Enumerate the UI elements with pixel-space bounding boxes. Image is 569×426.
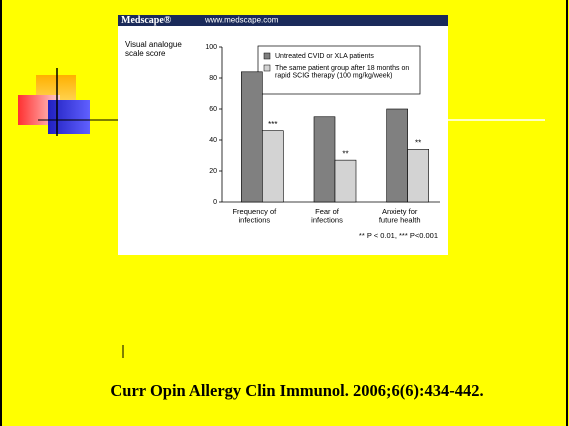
bar (335, 160, 356, 202)
footnote: ** P < 0.01, *** P<0.001 (359, 231, 438, 240)
bar (262, 131, 283, 202)
annotation: ** (415, 138, 421, 147)
url: www.medscape.com (204, 16, 279, 25)
legend-swatch (264, 53, 270, 59)
y-tick-label: 20 (209, 168, 217, 175)
bar (314, 117, 335, 202)
legend-label: Untreated CVID or XLA patients (275, 53, 374, 60)
y-tick-label: 100 (205, 44, 217, 51)
y-tick-label: 60 (209, 106, 217, 113)
y-tick-label: 80 (209, 75, 217, 82)
bar (387, 109, 408, 202)
citation: Curr Opin Allergy Clin Immunol. 2006;6(6… (110, 381, 483, 400)
bar (408, 149, 429, 202)
legend-label: The same patient group after 18 months o… (275, 65, 409, 80)
slide-canvas: Medscape® www.medscape.com Visual analog… (0, 0, 569, 426)
slide: Medscape® www.medscape.com Visual analog… (0, 0, 569, 426)
y-tick-label: 40 (209, 137, 217, 144)
annotation: ** (342, 149, 348, 158)
decor-square (48, 100, 90, 134)
legend-swatch (264, 65, 270, 71)
annotation: *** (268, 120, 277, 129)
y-tick-label: 0 (213, 199, 217, 206)
bar (241, 72, 262, 202)
brand: Medscape® (121, 15, 172, 26)
